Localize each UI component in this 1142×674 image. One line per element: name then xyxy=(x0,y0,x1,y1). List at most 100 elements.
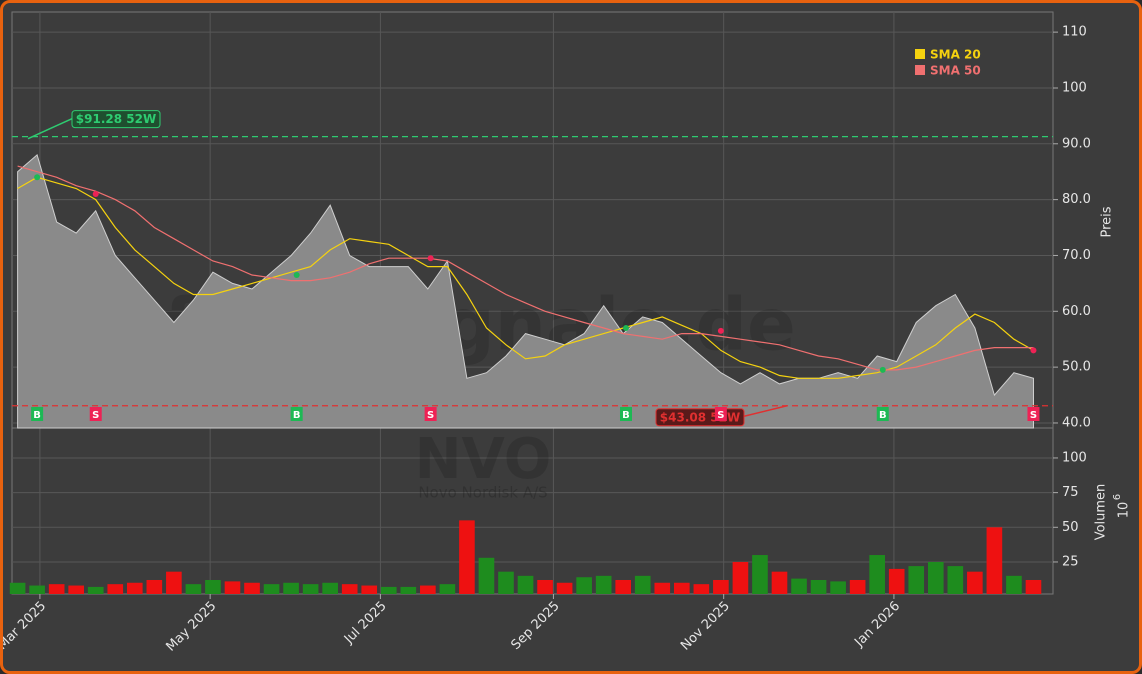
volume-bar xyxy=(205,579,221,594)
legend-swatch xyxy=(915,65,925,75)
signal-dot xyxy=(427,255,434,262)
volume-bar xyxy=(283,582,299,594)
volume-bar xyxy=(869,555,885,594)
annotation-arrow xyxy=(27,117,73,140)
volume-bar xyxy=(478,557,495,594)
annotation-label: $43.08 52W xyxy=(660,410,740,424)
volume-bar xyxy=(459,520,475,594)
x-tick-label: Jan 2026 xyxy=(851,599,903,651)
volume-subtitle: Novo Nordisk A/S xyxy=(418,484,547,502)
volume-bar xyxy=(576,577,592,594)
signal-dot xyxy=(34,174,41,181)
y-tick-label: 50 xyxy=(1062,520,1079,535)
volume-bar xyxy=(888,568,905,594)
y-axis-label: Preis xyxy=(1100,206,1115,237)
volume-bar xyxy=(830,581,846,594)
x-tick-label: Nov 2025 xyxy=(678,599,733,654)
volume-bar xyxy=(908,566,925,594)
x-tick-label: Mar 2025 xyxy=(0,599,49,653)
volume-bar xyxy=(791,578,807,594)
signal-label: S xyxy=(92,410,99,421)
signal-badge xyxy=(1027,407,1040,421)
signal-label: B xyxy=(293,410,301,421)
signal-badge xyxy=(31,407,44,421)
volume-bar xyxy=(400,586,417,594)
volume-bar xyxy=(146,579,163,594)
volume-bar xyxy=(673,582,690,594)
volume-bar xyxy=(498,571,514,594)
volume-bar xyxy=(107,584,124,594)
signal-label: B xyxy=(33,410,41,421)
legend-label: SMA 20 xyxy=(930,48,981,62)
volume-bar xyxy=(1025,579,1042,594)
y-tick-label: 75 xyxy=(1062,485,1079,500)
y-tick-label: 40.0 xyxy=(1062,415,1091,430)
signal-badge xyxy=(619,407,632,421)
y-tick-label: 80.0 xyxy=(1062,192,1091,207)
volume-bar xyxy=(947,566,964,594)
volume-bar xyxy=(1006,575,1022,594)
y-tick-label: 100 xyxy=(1062,450,1087,465)
signal-badge xyxy=(290,407,303,421)
signal-badge xyxy=(89,407,102,421)
volume-bar xyxy=(166,571,182,594)
x-tick-label: Sep 2025 xyxy=(508,599,562,653)
signal-badge xyxy=(424,407,437,421)
signal-label: S xyxy=(1030,410,1037,421)
y-tick-label: 60.0 xyxy=(1062,304,1091,319)
volume-bar xyxy=(556,582,573,594)
volume-bar xyxy=(927,561,944,594)
volume-bar xyxy=(693,584,710,594)
legend-label: SMA 50 xyxy=(930,64,981,78)
volume-bar xyxy=(634,575,651,594)
y-tick-label: 90.0 xyxy=(1062,136,1091,151)
volume-bar xyxy=(68,585,85,594)
annotation-label: $91.28 52W xyxy=(76,112,156,126)
price-area xyxy=(17,154,1034,429)
annotation-arrow xyxy=(741,405,788,418)
x-tick-label: May 2025 xyxy=(164,599,220,655)
volume-bar xyxy=(595,575,612,594)
volume-bar xyxy=(967,571,983,594)
volume-bar xyxy=(244,582,260,594)
volume-bar xyxy=(9,582,26,594)
volume-bar xyxy=(126,582,143,594)
volume-bar xyxy=(752,555,768,594)
signal-dot xyxy=(879,366,886,373)
volume-bar xyxy=(380,586,397,594)
sma-line xyxy=(17,165,1034,371)
signal-dot xyxy=(1030,347,1037,354)
volume-bar xyxy=(537,579,553,594)
volume-bar xyxy=(263,584,280,594)
y-tick-label: 70.0 xyxy=(1062,248,1091,263)
volume-bar xyxy=(517,575,534,594)
volume-title: NVO xyxy=(415,427,552,492)
signal-dot xyxy=(717,327,724,334)
volume-bar xyxy=(986,527,1003,594)
signal-badge xyxy=(714,407,727,421)
volume-bar xyxy=(713,579,729,594)
legend-swatch xyxy=(915,49,925,59)
volume-bar xyxy=(439,584,456,594)
signal-dot xyxy=(622,325,629,332)
volume-bar xyxy=(29,585,45,594)
volume-bar xyxy=(810,579,827,594)
volume-bar xyxy=(87,586,104,594)
volume-bar xyxy=(341,584,358,594)
volume-bar xyxy=(302,584,319,594)
y-tick-label: 50.0 xyxy=(1062,360,1091,375)
volume-bar xyxy=(771,571,788,594)
signal-label: B xyxy=(622,410,630,421)
volume-bar xyxy=(185,584,202,594)
volume-bar xyxy=(48,584,65,594)
annotation-box xyxy=(71,110,161,129)
y-tick-label: 100 xyxy=(1062,80,1087,95)
signal-dot xyxy=(293,272,300,279)
volume-bar xyxy=(361,585,378,594)
sma-line xyxy=(17,176,1034,379)
x-tick-label: Jul 2025 xyxy=(341,599,390,648)
signal-badge xyxy=(876,407,889,421)
signal-label: B xyxy=(879,410,887,421)
y-tick-label: 110 xyxy=(1062,25,1087,40)
